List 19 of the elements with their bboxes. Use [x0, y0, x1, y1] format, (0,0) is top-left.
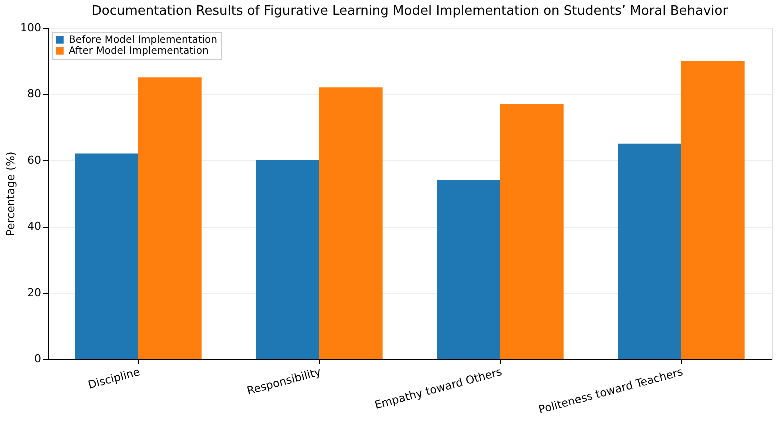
legend-label: Before Model Implementation [69, 35, 218, 46]
bar [75, 154, 138, 359]
legend-label: After Model Implementation [69, 46, 209, 57]
y-tick-label: 80 [28, 88, 42, 101]
bar [256, 160, 320, 359]
x-tick-label: Empathy toward Others [373, 365, 504, 412]
y-axis-title: Percentage (%) [4, 152, 18, 236]
bar [500, 104, 564, 359]
bar [618, 144, 682, 359]
chart-title: Documentation Results of Figurative Learning Model Implementation on Students’ Moral Behavior [92, 4, 729, 19]
bar [320, 88, 383, 359]
y-tick-label: 60 [28, 154, 42, 167]
bar [138, 78, 202, 359]
bar [682, 61, 745, 359]
bar [437, 180, 500, 359]
y-tick-label: 20 [28, 286, 42, 300]
y-tick-label: 0 [34, 352, 42, 366]
y-tick-label: 40 [28, 220, 42, 234]
y-tick-label: 100 [20, 22, 42, 34]
